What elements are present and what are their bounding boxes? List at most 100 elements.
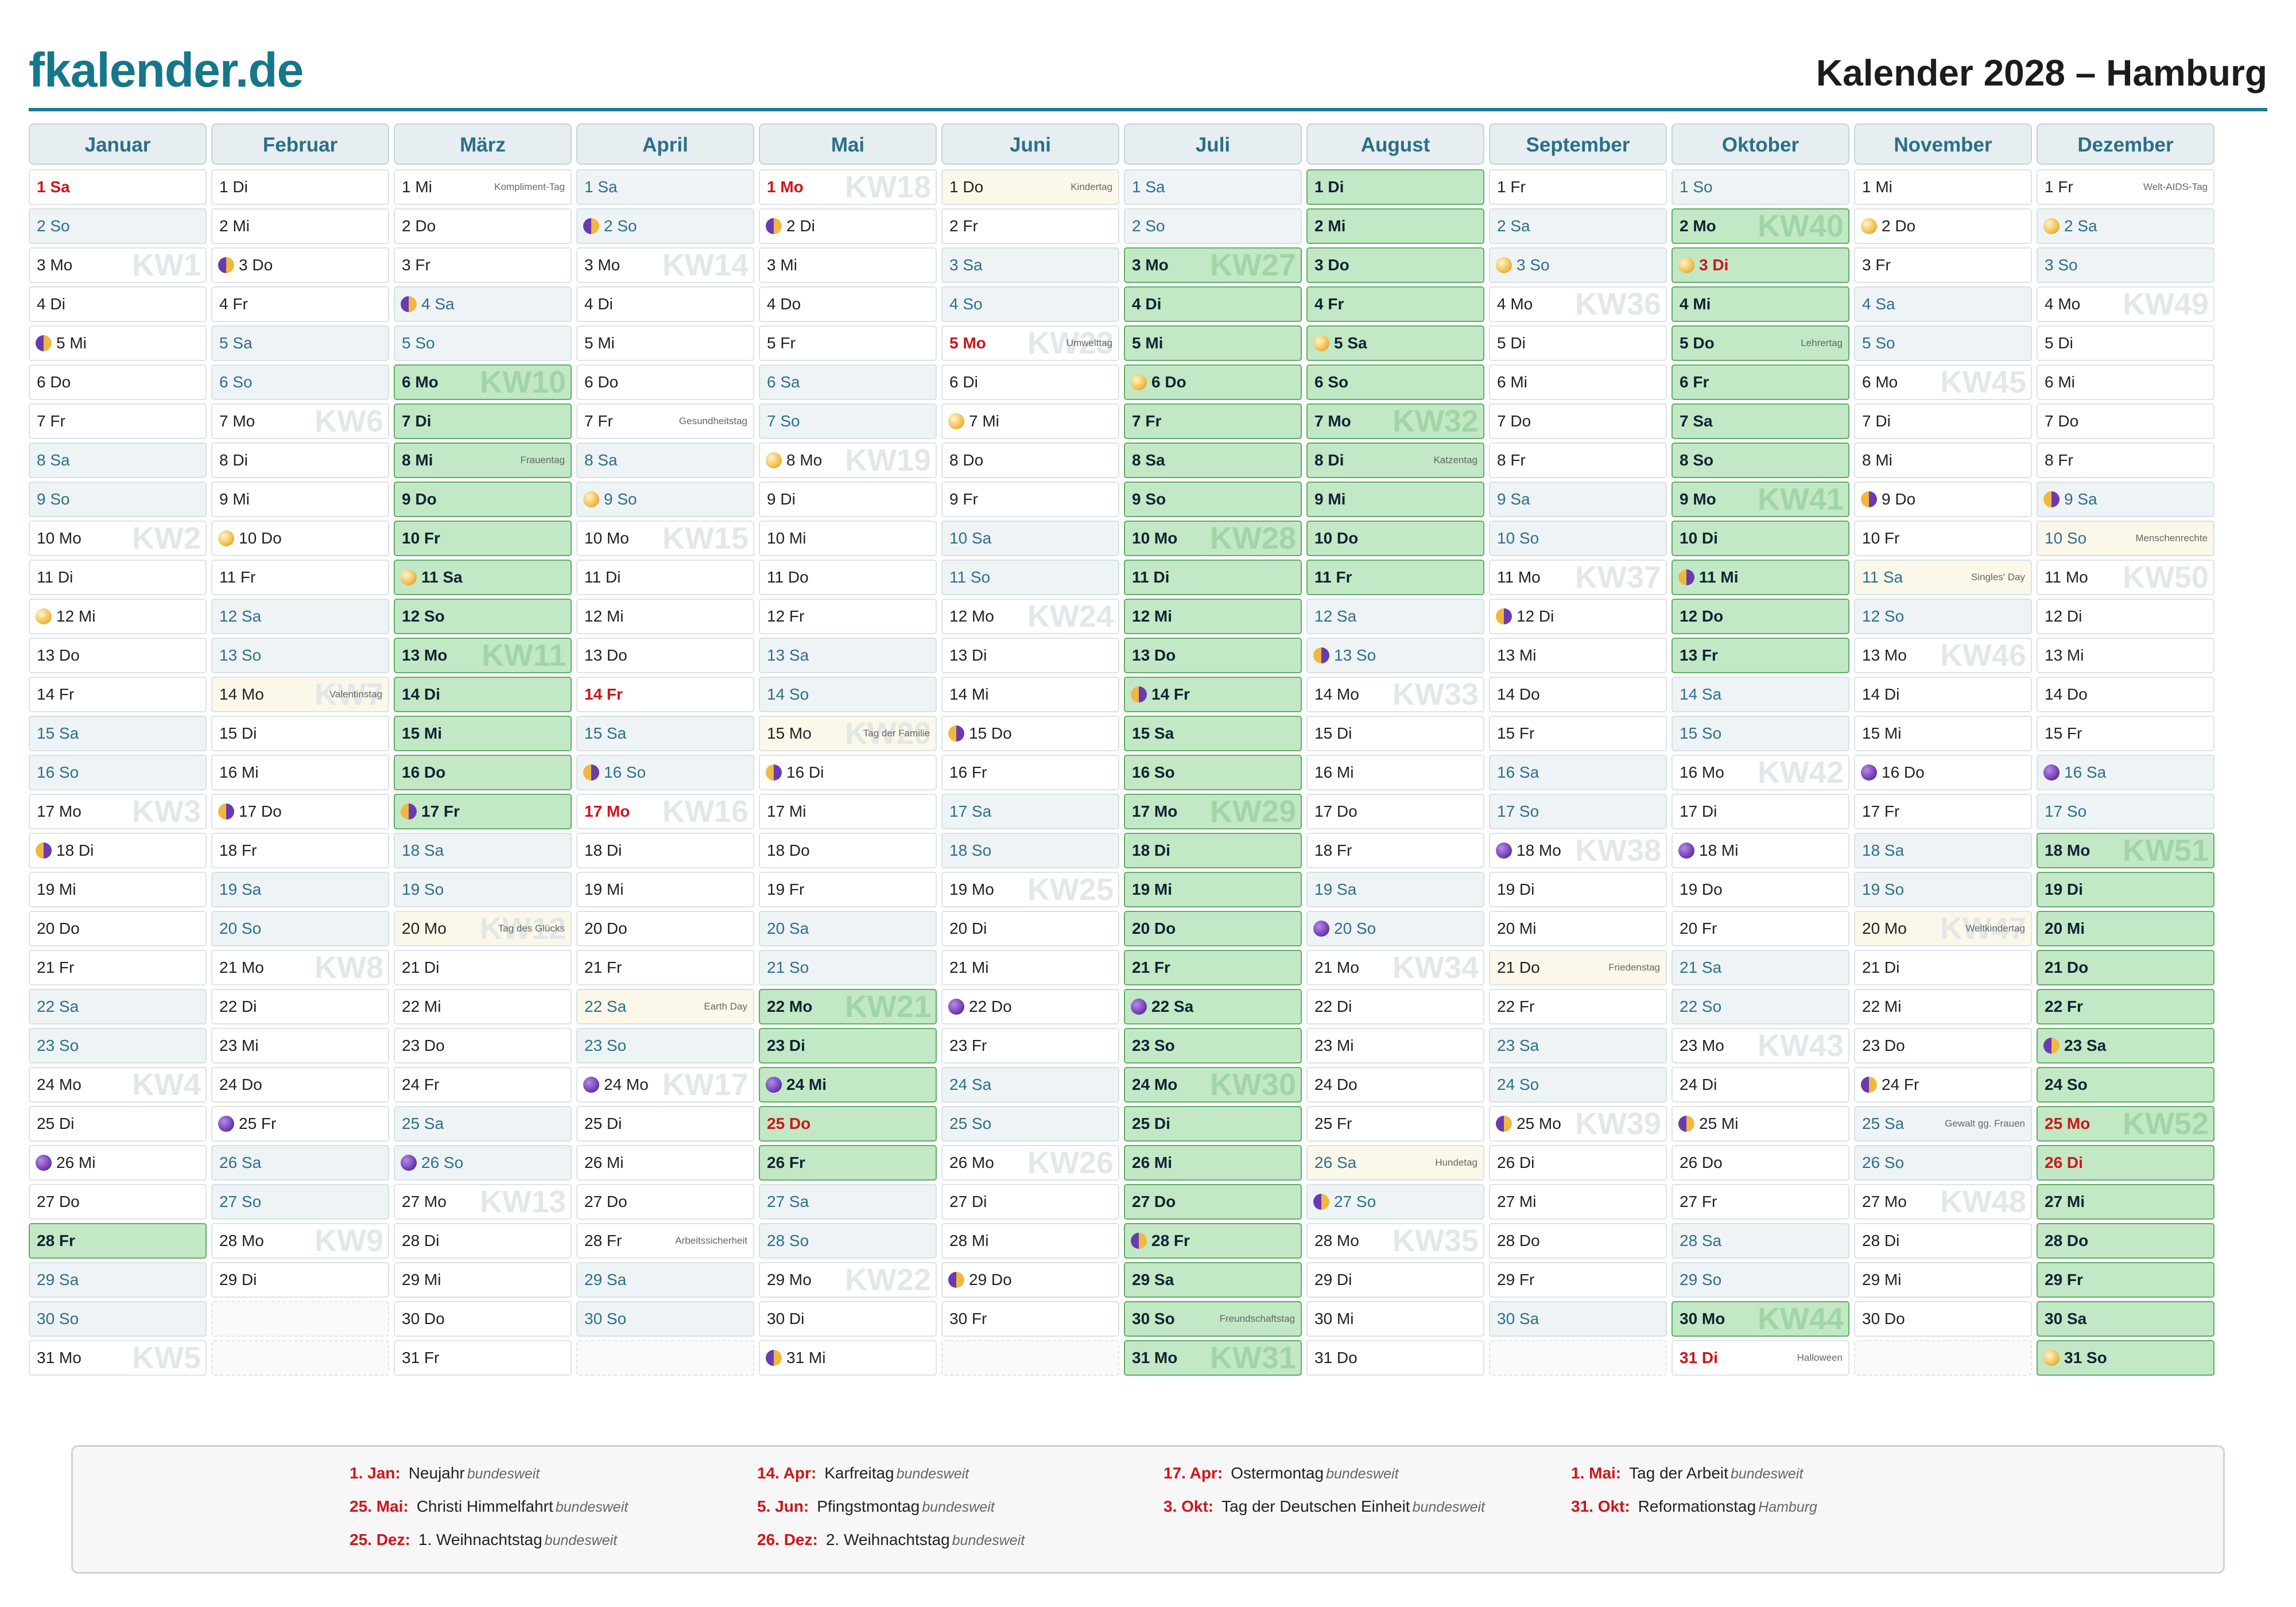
day-cell[interactable]: 10 So Menschenrechte [2037, 521, 2214, 556]
day-cell[interactable]: 20 Do [1124, 911, 1302, 946]
day-cell[interactable]: 16 So [1124, 755, 1302, 790]
day-cell[interactable]: KW38 18 Mo [1489, 833, 1667, 868]
day-cell[interactable]: KW11 13 Mo [394, 638, 572, 673]
day-cell[interactable]: 11 Sa Singles' Day [1854, 560, 2032, 595]
day-cell[interactable]: 28 Sa [1671, 1223, 1849, 1259]
day-cell[interactable]: 9 So [29, 482, 207, 517]
day-cell[interactable]: 26 Sa [211, 1145, 389, 1181]
day-cell[interactable]: 2 Mi [1306, 208, 1484, 244]
day-cell[interactable]: KW50 11 Mo [2037, 560, 2214, 595]
site-logo[interactable]: fkalender.de [29, 43, 304, 97]
day-cell[interactable]: 17 Fr [394, 794, 572, 829]
day-cell[interactable]: 31 Di Halloween [1671, 1340, 1849, 1376]
day-cell[interactable]: 4 Sa [1854, 286, 2032, 322]
day-cell[interactable]: 8 Do [941, 442, 1119, 478]
day-cell[interactable]: 6 Fr [1671, 364, 1849, 400]
day-cell[interactable]: 19 Mi [576, 872, 754, 907]
day-cell[interactable]: 21 Fr [576, 950, 754, 985]
day-cell[interactable]: 1 So [1671, 169, 1849, 205]
day-cell[interactable]: 20 Do [29, 911, 207, 946]
day-cell[interactable]: 28 Fr [29, 1223, 207, 1259]
day-cell[interactable]: 13 Do [29, 638, 207, 673]
day-cell[interactable]: KW33 14 Mo [1306, 677, 1484, 712]
day-cell[interactable]: 1 Di [1306, 169, 1484, 205]
day-cell[interactable]: 8 Fr [2037, 442, 2214, 478]
day-cell[interactable]: 27 Do [576, 1184, 754, 1220]
day-cell[interactable]: 11 Di [1124, 560, 1302, 595]
day-cell[interactable]: 13 Mi [1489, 638, 1667, 673]
day-cell[interactable]: 12 So [1854, 599, 2032, 634]
day-cell[interactable]: 30 So [29, 1301, 207, 1337]
day-cell[interactable]: 15 Di [1306, 716, 1484, 751]
day-cell[interactable]: 25 Mi [1671, 1106, 1849, 1142]
day-cell[interactable]: KW49 4 Mo [2037, 286, 2214, 322]
day-cell[interactable]: 9 Do [394, 482, 572, 517]
day-cell[interactable]: 10 Sa [941, 521, 1119, 556]
day-cell[interactable]: 23 So [1124, 1028, 1302, 1063]
day-cell[interactable]: 31 So [2037, 1340, 2214, 1376]
day-cell[interactable]: 19 Fr [759, 872, 937, 907]
day-cell[interactable]: 30 Di [759, 1301, 937, 1337]
day-cell[interactable]: 22 Fr [1489, 989, 1667, 1024]
day-cell[interactable]: KW14 3 Mo [576, 247, 754, 283]
day-cell[interactable]: KW6 7 Mo [211, 403, 389, 439]
day-cell[interactable]: KW24 12 Mo [941, 599, 1119, 634]
day-cell[interactable]: 15 So [1671, 716, 1849, 751]
day-cell[interactable]: 16 Sa [2037, 755, 2214, 790]
day-cell[interactable]: 31 Mi [759, 1340, 937, 1376]
day-cell[interactable]: 21 Do [2037, 950, 2214, 985]
day-cell[interactable]: 12 Mi [29, 599, 207, 634]
day-cell[interactable]: 13 So [1306, 638, 1484, 673]
day-cell[interactable]: 18 Di [1124, 833, 1302, 868]
day-cell[interactable]: KW48 27 Mo [1854, 1184, 2032, 1220]
day-cell[interactable]: 9 So [1124, 482, 1302, 517]
day-cell[interactable]: 1 Di [211, 169, 389, 205]
day-cell[interactable]: 12 So [394, 599, 572, 634]
day-cell[interactable]: KW42 16 Mo [1671, 755, 1849, 790]
day-cell[interactable]: 2 Sa [2037, 208, 2214, 244]
day-cell[interactable]: KW45 6 Mo [1854, 364, 2032, 400]
day-cell[interactable]: 6 Do [576, 364, 754, 400]
day-cell[interactable]: KW34 21 Mo [1306, 950, 1484, 985]
day-cell[interactable]: 12 Sa [211, 599, 389, 634]
day-cell[interactable]: 24 Do [1306, 1067, 1484, 1103]
day-cell[interactable]: KW17 24 Mo [576, 1067, 754, 1103]
day-cell[interactable]: 18 Mi [1671, 833, 1849, 868]
day-cell[interactable]: 27 Mi [2037, 1184, 2214, 1220]
day-cell[interactable]: 4 Fr [211, 286, 389, 322]
day-cell[interactable]: 26 So [394, 1145, 572, 1181]
day-cell[interactable]: 10 Di [1671, 521, 1849, 556]
day-cell[interactable]: 20 Sa [759, 911, 937, 946]
day-cell[interactable]: 20 Do [576, 911, 754, 946]
day-cell[interactable]: 11 So [941, 560, 1119, 595]
day-cell[interactable]: KW51 18 Mo [2037, 833, 2214, 868]
day-cell[interactable]: 23 Sa [1489, 1028, 1667, 1063]
day-cell[interactable]: 13 So [211, 638, 389, 673]
day-cell[interactable]: KW52 25 Mo [2037, 1106, 2214, 1142]
day-cell[interactable]: 10 So [1489, 521, 1667, 556]
day-cell[interactable]: 5 Sa [1306, 325, 1484, 361]
day-cell[interactable]: 17 Do [1306, 794, 1484, 829]
day-cell[interactable]: 26 So [1854, 1145, 2032, 1181]
day-cell[interactable]: 2 So [29, 208, 207, 244]
day-cell[interactable]: 30 Sa [2037, 1301, 2214, 1337]
day-cell[interactable]: 28 Fr Arbeitssicherheit [576, 1223, 754, 1259]
day-cell[interactable]: 28 Do [2037, 1223, 2214, 1259]
day-cell[interactable]: 2 Do [1854, 208, 2032, 244]
day-cell[interactable]: 29 Sa [1124, 1262, 1302, 1298]
day-cell[interactable]: KW27 3 Mo [1124, 247, 1302, 283]
day-cell[interactable]: KW20 15 Mo Tag der Familie [759, 716, 937, 751]
day-cell[interactable]: 7 Sa [1671, 403, 1849, 439]
day-cell[interactable]: 30 So [576, 1301, 754, 1337]
day-cell[interactable]: 17 Do [211, 794, 389, 829]
day-cell[interactable]: 19 So [394, 872, 572, 907]
day-cell[interactable]: 17 So [2037, 794, 2214, 829]
day-cell[interactable]: 17 Sa [941, 794, 1119, 829]
day-cell[interactable]: 24 Fr [394, 1067, 572, 1103]
day-cell[interactable]: 15 Mi [1854, 716, 2032, 751]
day-cell[interactable]: 16 Do [1854, 755, 2032, 790]
day-cell[interactable]: 21 Mi [941, 950, 1119, 985]
day-cell[interactable]: KW32 7 Mo [1306, 403, 1484, 439]
day-cell[interactable]: 27 Sa [759, 1184, 937, 1220]
day-cell[interactable]: 4 Di [29, 286, 207, 322]
